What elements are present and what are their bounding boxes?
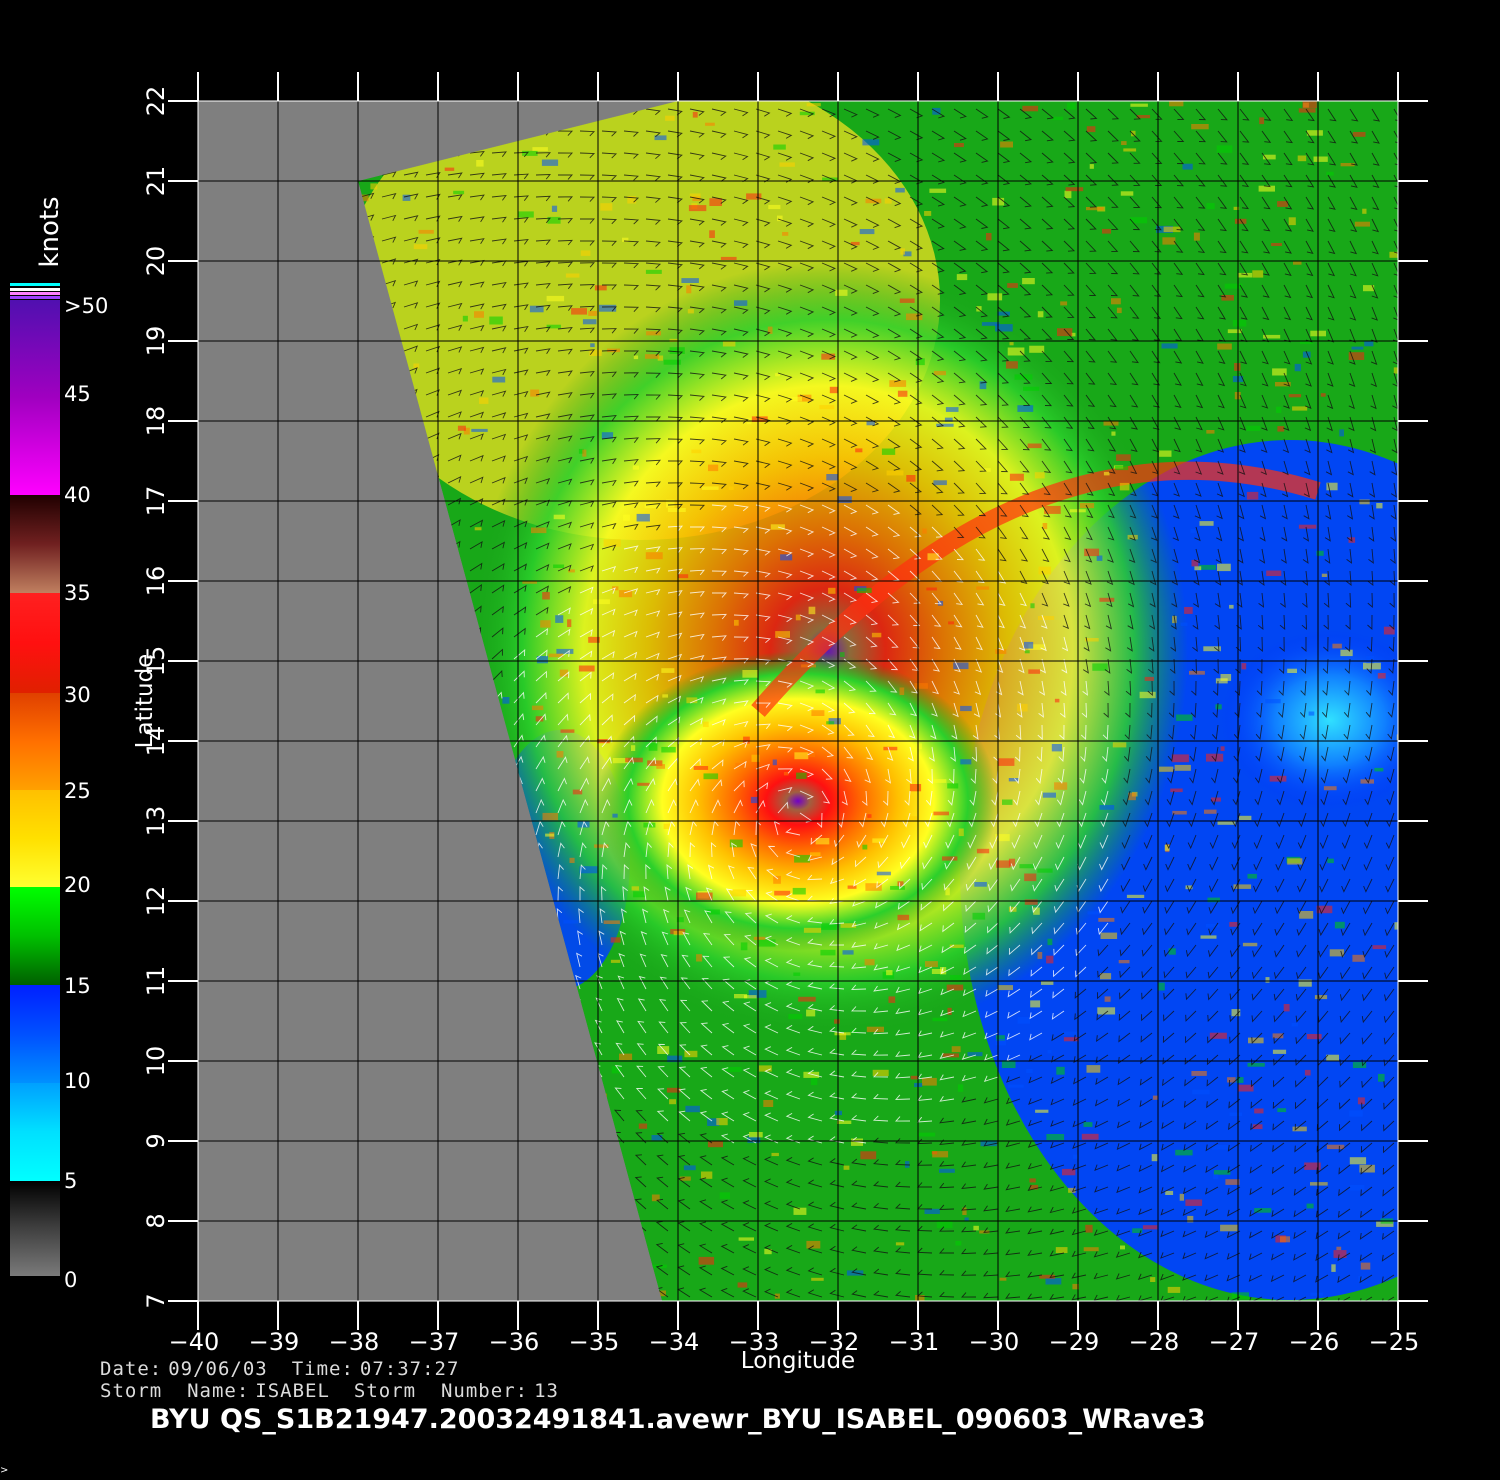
colorbar-label: 20 xyxy=(64,873,91,897)
x-tick-label: −33 xyxy=(729,1328,780,1356)
colorbar-label: 0 xyxy=(64,1268,77,1292)
x-tick-label: −26 xyxy=(1289,1328,1340,1356)
x-tick-label: −34 xyxy=(649,1328,700,1356)
colorbar-segment xyxy=(10,1083,60,1181)
colorbar-label: 40 xyxy=(64,483,91,507)
date-time-line: Date: 09/06/03 Time: 07:37:27 xyxy=(100,1358,459,1380)
colorbar-label: >50 xyxy=(64,294,108,318)
x-tick-label: −32 xyxy=(809,1328,860,1356)
storm-number-value: 13 xyxy=(534,1380,559,1402)
x-tick-label: −38 xyxy=(329,1328,380,1356)
x-tick-label: −28 xyxy=(1129,1328,1180,1356)
storm-line: Storm Name: ISABEL Storm Number: 13 xyxy=(100,1380,559,1402)
x-axis-label: Longitude xyxy=(741,1348,855,1374)
wind-speed-colorbar: >50 45 40 35 30 25 20 15 10 5 0 xyxy=(10,283,108,1292)
y-tick-label: 8 xyxy=(142,1213,170,1228)
wind-swath xyxy=(358,101,1398,1301)
time-value: 07:37:27 xyxy=(359,1358,460,1380)
y-tick-label: 21 xyxy=(142,166,170,197)
colorbar-segment xyxy=(10,985,60,1083)
colorbar-segment xyxy=(10,1181,60,1276)
y-tick-label: 15 xyxy=(142,646,170,677)
map-axes: −40 −39 −38 −37 −36 −35 −34 −33 −32 −31 −30 −29 −28 −… xyxy=(142,72,1428,1356)
y-tick-label: 14 xyxy=(142,726,170,757)
colorbar-label: 5 xyxy=(64,1169,77,1193)
date-value: 09/06/03 xyxy=(168,1358,268,1380)
storm-name-value: ISABEL xyxy=(255,1380,330,1402)
colorbar-label: 45 xyxy=(64,382,91,406)
colorbar-segment xyxy=(10,593,60,693)
y-tick-label: 22 xyxy=(142,86,170,117)
x-tick-label: −35 xyxy=(569,1328,620,1356)
y-tick-label: 10 xyxy=(142,1046,170,1077)
x-tick-label: −25 xyxy=(1369,1328,1420,1356)
time-label: Time: xyxy=(291,1358,354,1380)
storm-number-label: Storm Number: xyxy=(353,1380,529,1402)
y-tick-label: 7 xyxy=(142,1293,170,1308)
colorbar-segment xyxy=(10,693,60,790)
y-tick-label: 20 xyxy=(142,246,170,277)
colorbar-label: 30 xyxy=(64,683,91,707)
y-tick-label: 12 xyxy=(142,886,170,917)
colorbar-segment xyxy=(10,790,60,887)
x-tick-label: −36 xyxy=(489,1328,540,1356)
colorbar-label: 10 xyxy=(64,1069,91,1093)
lat-lon-grid xyxy=(198,101,1398,1301)
colorbar-cap xyxy=(10,288,60,291)
x-tick-label: −37 xyxy=(409,1328,460,1356)
calm-region xyxy=(1220,630,1398,810)
x-tick-label: −27 xyxy=(1209,1328,1260,1356)
y-tick-label: 16 xyxy=(142,566,170,597)
storm-core xyxy=(598,651,998,951)
x-tick-label: −29 xyxy=(1049,1328,1100,1356)
colorbar-title: knots xyxy=(35,196,65,267)
y-tick-label: 13 xyxy=(142,806,170,837)
colorbar-label: 35 xyxy=(64,581,91,605)
plot-frame xyxy=(197,100,1399,1302)
colorbar-cap xyxy=(10,292,60,295)
x-tick-label: −31 xyxy=(889,1328,940,1356)
y-tick-label: 18 xyxy=(142,406,170,437)
colorbar-cap xyxy=(10,296,60,299)
storm-name-label: Storm Name: xyxy=(100,1380,250,1402)
colorbar-segment xyxy=(10,887,60,985)
colorbar-segment xyxy=(10,495,60,593)
colorbar-segment xyxy=(10,300,60,495)
colorbar-label: 15 xyxy=(64,974,91,998)
date-label: Date: xyxy=(100,1358,163,1380)
y-tick-label: 11 xyxy=(142,966,170,997)
x-tick-label: −40 xyxy=(169,1328,220,1356)
colorbar-label: 25 xyxy=(64,779,91,803)
colorbar-cap xyxy=(10,283,60,286)
y-tick-label: 9 xyxy=(142,1133,170,1148)
x-tick-label: −30 xyxy=(969,1328,1020,1356)
y-axis-label: Latitude xyxy=(132,654,158,749)
x-tick-label: −39 xyxy=(249,1328,300,1356)
y-tick-label: 19 xyxy=(142,326,170,357)
y-tick-label: 17 xyxy=(142,486,170,517)
corner-mark: > xyxy=(0,1465,9,1476)
product-id: BYU QS_S1B21947.20032491841.avewr_BYU_IS… xyxy=(150,1404,1206,1435)
